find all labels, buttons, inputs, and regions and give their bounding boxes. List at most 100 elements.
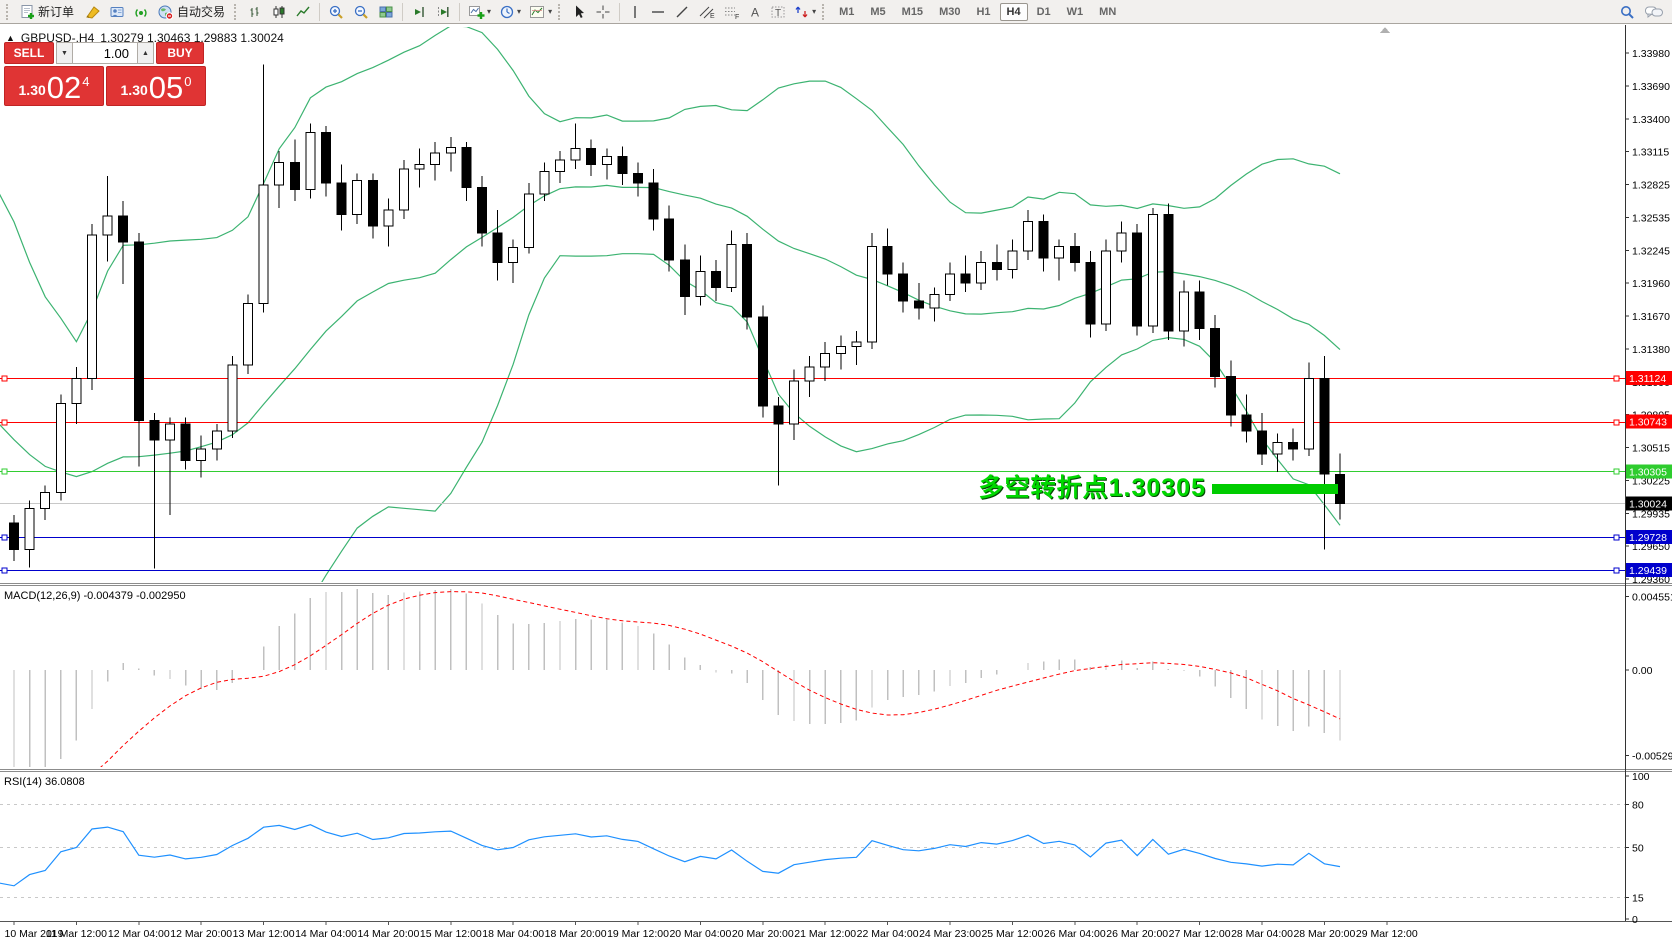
toolbar-group-objects: ▾ ▾ ▾ — [455, 1, 556, 23]
candle-body — [149, 420, 160, 441]
sell-price[interactable]: 1.30 02 4 — [4, 66, 104, 106]
text-tool[interactable]: A — [744, 1, 766, 23]
timeframe-M1[interactable]: M1 — [839, 5, 855, 18]
chart-symbol-period: GBPUSD-,H4 — [20, 31, 95, 45]
toolbar-group-zoom — [315, 1, 398, 23]
candle-body — [87, 234, 97, 380]
price-tick-label: 1.29935 — [1632, 509, 1670, 521]
arrows-dropdown-caret[interactable]: ▾ — [812, 7, 817, 16]
tile-windows-button[interactable] — [374, 1, 398, 23]
toolbar-grip[interactable] — [6, 3, 11, 20]
time-tick-label: 26 Mar 20:00 — [1106, 928, 1168, 940]
volume-increase-button[interactable]: ▲ — [137, 42, 154, 64]
timeframe-M5[interactable]: M5 — [870, 5, 886, 18]
cursor-tool-button[interactable] — [567, 1, 591, 23]
candle-body — [1194, 291, 1205, 330]
time-tick-label: 19 Mar 12:00 — [607, 928, 669, 940]
timeframe-MN[interactable]: MN — [1099, 5, 1117, 18]
volume-decrease-button[interactable]: ▼ — [56, 42, 73, 64]
one-click-trading-panel: SELL ▼ ▲ BUY 1.30 02 4 1.30 05 0 — [4, 42, 206, 106]
candle-body — [882, 246, 893, 275]
strategy-tester-button[interactable] — [105, 1, 129, 23]
candle-body — [601, 156, 612, 166]
annotation-bar[interactable] — [1212, 484, 1338, 495]
candle-body — [757, 316, 768, 407]
macd-axis-label: -0.005295 — [1632, 750, 1672, 762]
time-tick-label: 24 Mar 23:00 — [919, 928, 981, 940]
candle-body — [820, 353, 831, 368]
price-badge — [1626, 464, 1672, 479]
chart-window: 1.33980 1.33690 1.33400 1.33115 1.32825 1.325… — [0, 25, 1672, 945]
candle-body — [336, 182, 347, 216]
timeframe-H1[interactable]: H1 — [976, 5, 991, 18]
bar-chart-button[interactable] — [243, 1, 267, 23]
periods-dropdown-caret[interactable]: ▾ — [517, 7, 522, 16]
volume-input[interactable] — [73, 42, 137, 64]
indicators-button[interactable]: ▾ — [464, 1, 495, 23]
symbol-collapse-marker[interactable]: ▲ — [6, 33, 15, 43]
text-label-tool[interactable]: T — [766, 1, 790, 23]
toolbar-group-cursor — [556, 1, 615, 23]
zoom-out-button[interactable] — [349, 1, 374, 23]
toolbar-grip[interactable] — [234, 3, 239, 20]
chart-shift-marker[interactable] — [1380, 27, 1390, 33]
bollinger-middle — [0, 184, 1341, 478]
sell-button[interactable]: SELL — [4, 42, 54, 64]
chart-shift-button[interactable] — [431, 1, 455, 23]
chart-canvas[interactable]: 1.33980 1.33690 1.33400 1.33115 1.32825 1.325… — [0, 25, 1672, 945]
autotrading-button[interactable]: 自动交易 — [153, 1, 232, 23]
toolbar-grip[interactable] — [822, 3, 827, 20]
buy-price[interactable]: 1.30 05 0 — [106, 66, 206, 106]
timeframe-M30[interactable]: M30 — [939, 5, 961, 18]
candle-body — [633, 173, 643, 184]
metaeditor-icon — [86, 5, 100, 19]
zoom-in-icon — [329, 5, 343, 19]
vertical-line-tool[interactable] — [624, 1, 646, 23]
toolbar-group-chart-type — [232, 1, 315, 23]
time-tick-label: 21 Mar 12:00 — [794, 928, 856, 940]
arrows-icon — [795, 6, 808, 17]
new-order-button[interactable]: 新订单 — [15, 1, 81, 23]
auto-scroll-button[interactable] — [407, 1, 431, 23]
timeframe-D1[interactable]: D1 — [1036, 5, 1051, 18]
candle-body — [211, 430, 222, 450]
crosshair-tool-button[interactable] — [591, 1, 615, 23]
signals-button[interactable] — [129, 1, 153, 23]
candle-body — [679, 259, 690, 298]
price-badge — [1626, 562, 1672, 577]
timeframe-W1[interactable]: W1 — [1066, 5, 1084, 18]
zoom-in-button[interactable] — [324, 1, 349, 23]
indicators-dropdown-caret[interactable]: ▾ — [487, 7, 492, 16]
timeframe-M15[interactable]: M15 — [901, 5, 924, 18]
candle-body — [1132, 232, 1143, 327]
candle-body — [430, 152, 441, 166]
time-tick-label: 14 Mar 04:00 — [295, 928, 357, 940]
toolbar-grip[interactable] — [558, 3, 563, 20]
chat-button[interactable] — [1640, 1, 1668, 23]
periods-button[interactable]: ▾ — [495, 1, 525, 23]
arrows-tool[interactable]: ▾ — [790, 1, 820, 23]
tile-windows-icon — [379, 6, 393, 17]
horizontal-line-tool[interactable] — [646, 1, 670, 23]
candle-body — [399, 168, 409, 211]
time-tick-label: 29 Mar 12:00 — [1356, 928, 1418, 940]
templates-button[interactable]: ▾ — [525, 1, 556, 23]
search-button[interactable] — [1615, 1, 1640, 23]
fibonacci-tool[interactable]: F — [719, 1, 744, 23]
annotation-text[interactable]: 多空转折点1.30305 — [978, 474, 1206, 503]
rsi-axis-label: 100 — [1632, 771, 1650, 783]
candle-body — [180, 423, 191, 462]
line-chart-button[interactable] — [291, 1, 315, 23]
timeframe-H4[interactable]: H4 — [999, 2, 1028, 21]
candlestick-chart-button[interactable] — [267, 1, 291, 23]
metaeditor-button[interactable] — [81, 1, 105, 23]
bollinger-bands — [0, 27, 1341, 582]
buy-price-small: 1.30 — [120, 82, 148, 98]
price-axis[interactable]: 1.33980 1.33690 1.33400 1.33115 1.32825 1.325… — [1625, 48, 1672, 926]
buy-button[interactable]: BUY — [156, 42, 204, 64]
equidistant-channel-tool[interactable]: E — [694, 1, 719, 23]
trendline-tool[interactable] — [670, 1, 694, 23]
candle-body — [9, 522, 19, 550]
templates-dropdown-caret[interactable]: ▾ — [548, 7, 553, 16]
